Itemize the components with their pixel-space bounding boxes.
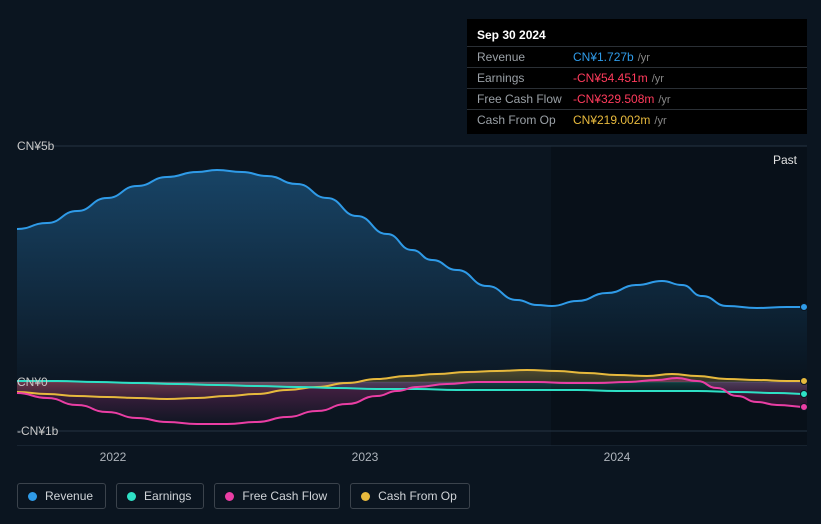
legend-item[interactable]: Cash From Op <box>350 483 470 509</box>
tooltip-metric-unit: /yr <box>658 94 670 106</box>
legend-item[interactable]: Free Cash Flow <box>214 483 340 509</box>
tooltip-metric-label: Revenue <box>477 50 573 64</box>
legend: Revenue Earnings Free Cash Flow Cash From O… <box>17 483 470 509</box>
tooltip-metric-value: CN¥1.727b <box>573 50 634 64</box>
y-axis-label: -CN¥1b <box>17 424 67 438</box>
chart-svg <box>17 126 807 446</box>
legend-swatch-icon <box>28 492 37 501</box>
tooltip-row: Earnings-CN¥54.451m/yr <box>467 67 807 88</box>
legend-label: Earnings <box>144 489 191 503</box>
tooltip-metric-label: Free Cash Flow <box>477 92 573 106</box>
past-label: Past <box>773 153 797 167</box>
legend-swatch-icon <box>225 492 234 501</box>
tooltip-metric-value: CN¥219.002m <box>573 113 650 127</box>
tooltip-metric-value: -CN¥329.508m <box>573 92 654 106</box>
financials-chart[interactable]: Past CN¥5b CN¥0 -CN¥1b <box>17 126 807 446</box>
tooltip-metric-label: Cash From Op <box>477 113 573 127</box>
tooltip-metric-value: -CN¥54.451m <box>573 71 648 85</box>
legend-swatch-icon <box>361 492 370 501</box>
x-axis-label: 2023 <box>352 450 379 464</box>
tooltip-row: Free Cash Flow-CN¥329.508m/yr <box>467 88 807 109</box>
tooltip-metric-unit: /yr <box>652 73 664 85</box>
data-tooltip: Sep 30 2024 RevenueCN¥1.727b/yrEarnings-… <box>467 19 807 134</box>
tooltip-row: RevenueCN¥1.727b/yr <box>467 46 807 67</box>
legend-item[interactable]: Earnings <box>116 483 204 509</box>
y-axis-label: CN¥5b <box>17 139 67 153</box>
x-axis-labels: 2022 2023 2024 <box>17 450 807 466</box>
legend-item[interactable]: Revenue <box>17 483 106 509</box>
legend-label: Revenue <box>45 489 93 503</box>
legend-label: Cash From Op <box>378 489 457 503</box>
x-axis-label: 2024 <box>604 450 631 464</box>
tooltip-date: Sep 30 2024 <box>467 23 807 46</box>
legend-swatch-icon <box>127 492 136 501</box>
tooltip-metric-unit: /yr <box>638 52 650 64</box>
x-axis-label: 2022 <box>100 450 127 464</box>
legend-label: Free Cash Flow <box>242 489 327 503</box>
y-axis-label: CN¥0 <box>17 375 67 389</box>
tooltip-metric-label: Earnings <box>477 71 573 85</box>
